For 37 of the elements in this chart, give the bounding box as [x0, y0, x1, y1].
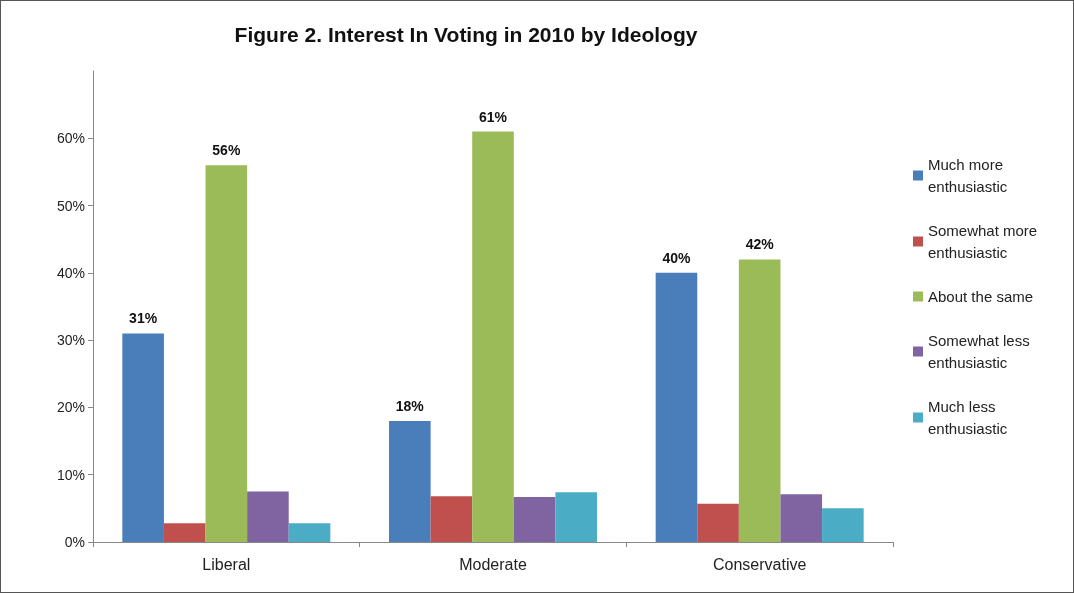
bar	[697, 503, 739, 542]
y-tick-label: 30%	[56, 332, 85, 349]
bar	[822, 508, 864, 542]
chart-title: Figure 2. Interest In Voting in 2010 by Ideology	[234, 23, 698, 46]
bar	[780, 494, 823, 542]
data-label: 61%	[478, 108, 508, 125]
y-tick-label: 50%	[56, 197, 85, 214]
bar	[738, 259, 781, 542]
legend-label: Much more enthusiastic	[928, 156, 1008, 195]
legend-label: Somewhat more enthusiastic	[928, 222, 1042, 261]
data-label: 40%	[662, 249, 692, 266]
data-label: 31%	[129, 310, 158, 327]
bar	[472, 131, 514, 542]
y-tick-label: 10%	[56, 466, 85, 483]
bar	[430, 496, 473, 542]
legend-label: Somewhat less enthusiastic	[928, 332, 1034, 371]
data-label: 42%	[745, 236, 775, 253]
bar	[655, 272, 698, 542]
legend-label: Much less enthusiastic	[928, 398, 1008, 437]
y-tick-label: 20%	[56, 399, 85, 416]
x-tick-label: Moderate	[459, 555, 527, 573]
bar	[247, 491, 289, 542]
bar	[513, 496, 556, 542]
bar	[205, 165, 248, 542]
bar	[555, 492, 597, 542]
bar	[288, 523, 331, 542]
y-tick-label: 0%	[64, 534, 85, 550]
y-tick-label: 60%	[56, 130, 85, 147]
bar	[389, 420, 431, 542]
data-label: 56%	[212, 142, 241, 159]
bar	[122, 333, 164, 542]
data-label: 18%	[395, 397, 425, 414]
x-tick-label: Conservative	[712, 555, 807, 573]
bar	[163, 523, 206, 542]
y-tick-label: 40%	[56, 264, 85, 281]
x-tick-label: Liberal	[202, 555, 251, 573]
legend-label: About the same	[928, 288, 1034, 305]
